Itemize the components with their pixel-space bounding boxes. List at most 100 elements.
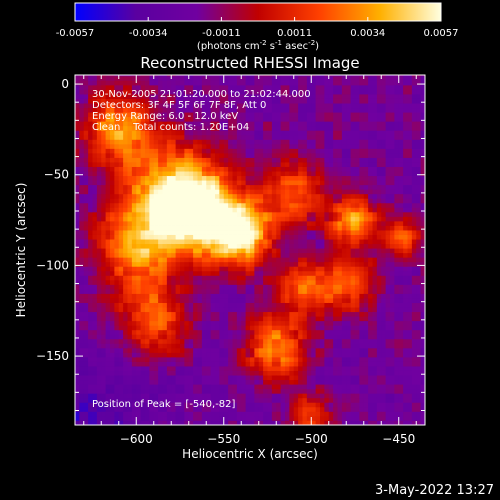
heatmap-cell [92,139,98,145]
heatmap-cell [171,298,177,303]
heatmap-cell [267,252,273,258]
heatmap-cell [341,388,347,394]
heatmap-cell [83,420,89,425]
heatmap-cell [346,352,352,358]
heatmap-cell [341,257,347,263]
heatmap-cell [184,384,190,390]
heatmap-cell [105,175,111,181]
heatmap-cell [333,198,338,204]
heatmap-cell [341,275,347,281]
heatmap-cell [105,361,111,367]
heatmap-cell [158,388,163,394]
colorbar-unit-label: (photons cm-2 s-1 asec-2) [197,39,319,52]
heatmap-cell [131,202,137,208]
heatmap-cell [83,143,89,149]
heatmap-cell [180,125,185,131]
heatmap-cell [158,75,163,81]
heatmap-cell [131,257,137,263]
heatmap-cell [96,234,102,240]
heatmap-cell [153,180,159,186]
heatmap-cell [276,248,282,254]
heatmap-cell [145,361,150,367]
heatmap-cell [263,75,268,81]
heatmap-cell [215,293,220,299]
heatmap-cell [153,279,159,285]
heatmap-cell [250,80,255,86]
heatmap-cell [337,320,343,326]
heatmap-cell [79,130,85,136]
heatmap-cell [302,230,308,235]
heatmap-cell [236,411,242,417]
heatmap-cell [350,134,356,140]
heatmap-cell [250,248,255,254]
heatmap-cell [206,356,212,362]
heatmap-cell [149,220,155,226]
heatmap-cell [145,293,150,299]
heatmap-cell [228,202,233,208]
heatmap-cell [153,415,159,421]
heatmap-cell [83,270,89,276]
heatmap-cell [215,84,220,90]
heatmap-cell [140,270,146,276]
heatmap-cell [285,130,290,136]
heatmap-cell [298,347,303,353]
heatmap-cell [215,162,220,167]
heatmap-cell [188,225,194,231]
heatmap-cell [219,375,225,381]
heatmap-cell [92,311,98,317]
heatmap-cell [184,216,190,222]
heatmap-cell [254,261,260,267]
heatmap-cell [271,211,277,217]
heatmap-cell [285,230,290,235]
heatmap-cell [263,139,268,145]
heatmap-cell [245,384,251,390]
heatmap-cell [188,220,194,226]
heatmap-cell [123,415,128,421]
heatmap-cell [201,356,207,362]
heatmap-cell [228,211,233,217]
heatmap-cell [158,125,163,131]
heatmap-cell [324,266,330,272]
heatmap-cell [153,261,159,267]
heatmap-cell [276,352,282,358]
heatmap-cell [114,180,120,186]
heatmap-cell [131,180,137,186]
heatmap-cell [175,166,181,172]
heatmap-cell [324,239,330,245]
heatmap-cell [263,420,268,425]
heatmap-cell [188,75,194,81]
heatmap-cell [75,375,80,381]
heatmap-cell [219,202,225,208]
heatmap-cell [223,261,229,267]
heatmap-cell [245,279,251,285]
heatmap-cell [328,225,334,231]
heatmap-cell [118,275,124,281]
heatmap-cell [346,288,352,294]
heatmap-cell [96,384,102,390]
heatmap-cell [206,125,212,131]
heatmap-cell [311,139,317,145]
heatmap-cell [276,293,282,299]
heatmap-cell [228,89,233,95]
heatmap-cell [324,94,330,99]
heatmap-cell [136,352,142,358]
heatmap-cell [315,234,321,240]
heatmap-cell [258,338,264,344]
heatmap-cell [285,379,290,385]
heatmap-cell [193,107,198,113]
heatmap-cell [320,415,325,421]
heatmap-cell [210,121,216,127]
heatmap-cell [320,361,325,367]
heatmap-cell [232,198,238,204]
heatmap-cell [96,248,102,254]
heatmap-cell [254,279,260,285]
heatmap-cell [223,180,229,186]
heatmap-cell [184,220,190,226]
heatmap-cell [75,112,80,118]
heatmap-cell [276,325,282,331]
heatmap-cell [96,162,102,167]
heatmap-cell [158,121,163,127]
heatmap-cell [105,189,111,195]
heatmap-cell [118,266,124,272]
heatmap-cell [263,189,268,195]
